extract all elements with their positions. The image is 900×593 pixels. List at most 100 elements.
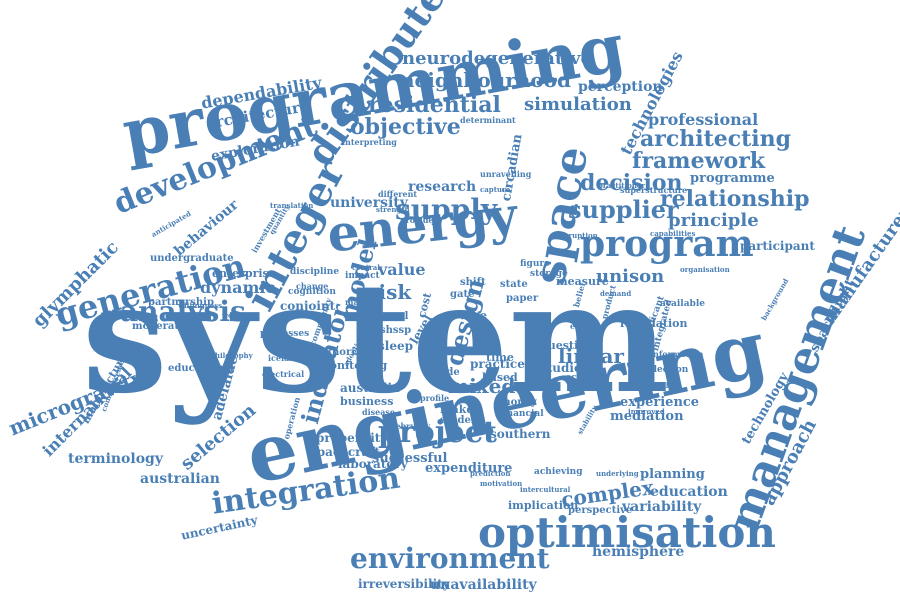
cloud-word: prediction [470,469,511,478]
cloud-word: student [440,415,483,426]
cloud-word: available [660,299,705,309]
cloud-word: demand [600,289,632,298]
cloud-word: enterprise [212,267,276,280]
cloud-word: mediation [610,409,684,424]
cloud-word: planning [640,467,705,482]
cloud-word: measure [556,275,609,288]
cloud-word: risk [368,280,412,304]
cloud-word: foundation [620,317,688,330]
cloud-word: effect [570,321,596,331]
cloud-word: discipline [290,267,340,277]
cloud-word: time [486,351,514,364]
cloud-word: conjoint [280,299,336,313]
cloud-word: program [580,223,754,265]
cloud-word: state [500,279,528,290]
cloud-word: principle [668,210,759,231]
cloud-word: hemisphere [592,544,685,560]
cloud-word: different [378,189,418,199]
cloud-word: linear [558,344,624,368]
cloud-word: architecting [640,126,792,152]
cloud-word: disease [362,407,396,417]
cloud-word: unison [596,266,665,287]
cloud-word: central [352,263,380,272]
cloud-word: information [650,349,704,359]
cloud-word: philosophy [210,351,253,360]
cloud-word: based [482,371,518,384]
cloud-word: strength [376,205,410,214]
cloud-word: university [330,195,408,211]
cloud-word: capabilities [650,229,696,238]
cloud-word: change [296,281,329,291]
cloud-word: residential [368,92,501,118]
cloud-word: mixed [448,374,516,398]
cloud-word: gate [450,289,475,300]
cloud-word: practitioner [598,181,646,190]
cloud-word: moderated [132,321,193,332]
cloud-word: impact [345,271,380,281]
cloud-word: perspective [568,505,633,516]
cloud-word: implication [508,499,579,512]
cloud-word: february [392,421,431,431]
cloud-word: optional [636,381,669,390]
cloud-word: partnership [148,297,214,308]
cloud-word: underlying [596,469,639,478]
cloud-word: question [540,339,594,352]
cloud-word: organisation [680,265,730,274]
cloud-word: sleep [378,339,413,353]
cloud-word: simulation [524,94,632,115]
cloud-word: supply [395,193,498,226]
cloud-word: spacecraft [310,445,380,459]
cloud-word: framework [632,148,766,174]
cloud-word: determinant [460,115,516,125]
cloud-word: background [759,276,791,322]
cloud-word: variability [622,499,702,515]
cloud-word: electrical [262,369,305,379]
cloud-word: trade [430,367,460,378]
cloud-word: unavailability [430,577,537,593]
cloud-word: iceland [268,353,301,363]
cloud-word: analysis [120,295,246,328]
cloud-word: irreversibility [358,577,450,591]
cloud-word: australia [340,381,400,395]
cloud-word: capture [480,185,511,194]
cloud-word: neighbourhood [400,68,571,92]
cloud-word: educational [168,363,234,374]
cloud-word: perception [578,79,663,95]
cloud-word: education [650,484,728,500]
cloud-word: motivation [480,479,523,488]
cloud-word: shift [460,277,486,288]
cloud-word: willingness [178,301,223,310]
cloud-word: science [566,373,604,383]
cloud-word: professional [648,110,759,129]
cloud-word: undergraduate [150,253,234,264]
cloud-word: studies [540,361,589,375]
cloud-word: expenditure [425,461,513,476]
cloud-word: paper [506,293,539,304]
cloud-word: translation [270,201,314,210]
cloud-word: financial [500,409,544,419]
cloud-word: neurodegenerative [402,48,592,69]
cloud-word: value [378,260,426,279]
cloud-word: case [460,309,488,322]
cloud-word: system [82,248,670,427]
cloud-word: objective [350,114,461,140]
cloud-word: practice [470,357,525,371]
cloud-word: eruption [564,231,598,240]
cloud-word: shssp [380,325,412,336]
cloud-word: intercultural [520,485,571,494]
cloud-word: business [340,395,394,408]
cloud-word: environment [350,542,550,575]
cloud-word: laboratory [338,457,408,471]
cloud-word: reflection [640,365,689,375]
cloud-word: supplier [568,195,679,224]
cloud-word: relationship [660,186,810,212]
cloud-word: australian [140,471,220,487]
cloud-word: horizon [332,347,375,358]
cloud-word: participant [740,239,815,253]
cloud-word: provide [400,215,434,225]
cloud-word: processes [260,329,310,339]
cloud-word: southern [490,427,551,441]
cloud-word: decision [580,170,683,196]
cloud-word: propensity [316,431,388,445]
